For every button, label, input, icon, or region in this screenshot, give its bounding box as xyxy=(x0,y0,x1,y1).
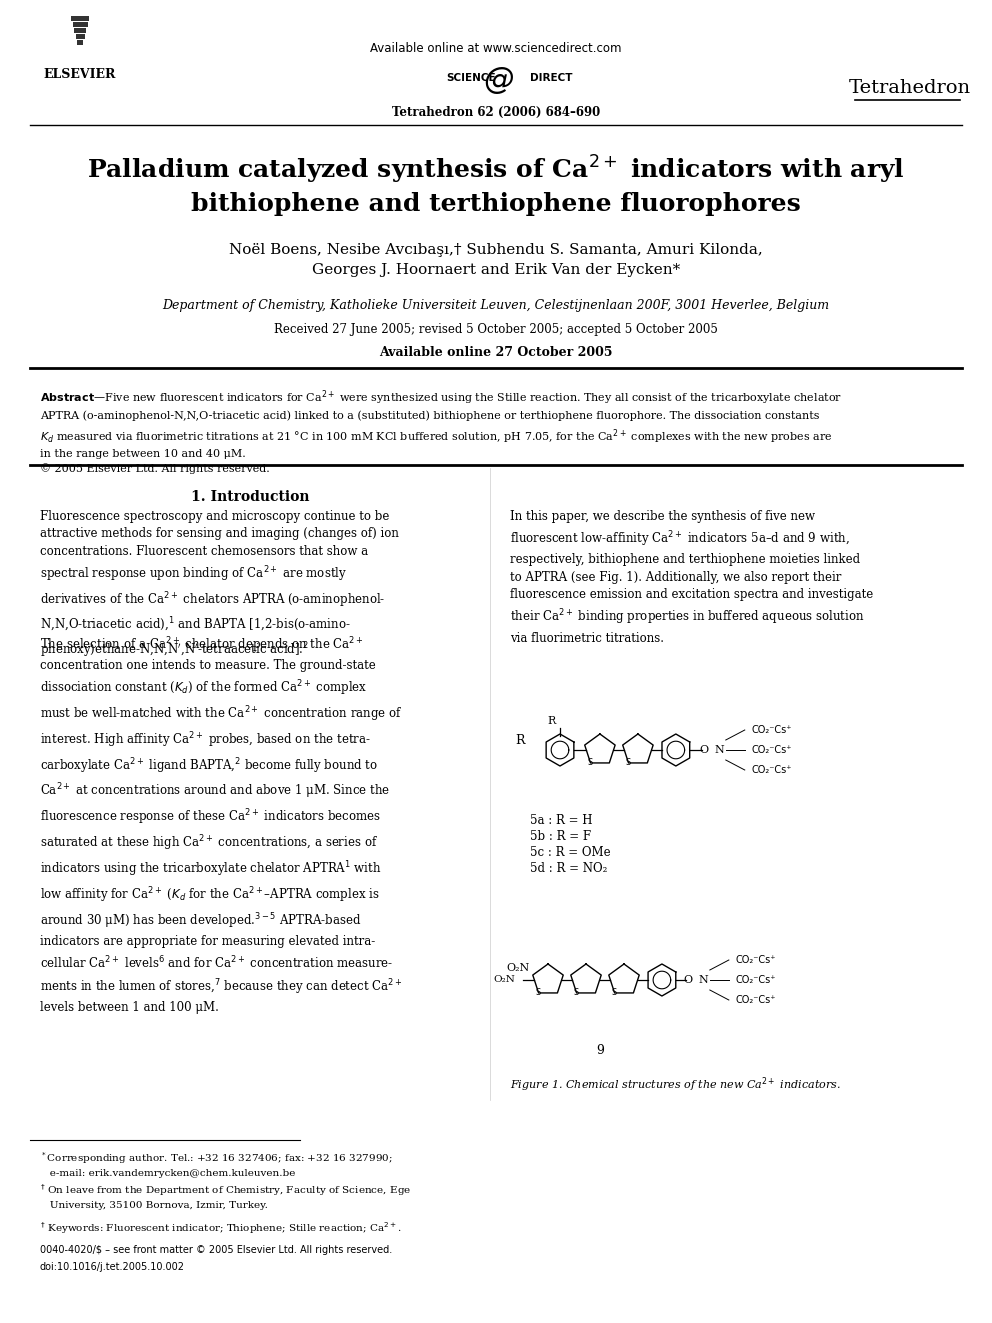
Text: Noël Boens, Nesibe Avcıbaşı,† Subhendu S. Samanta, Amuri Kilonda,
Georges J. Hoo: Noël Boens, Nesibe Avcıbaşı,† Subhendu S… xyxy=(229,243,763,277)
Text: Available online at www.sciencedirect.com: Available online at www.sciencedirect.co… xyxy=(370,41,622,54)
Text: O₂N: O₂N xyxy=(493,975,515,984)
Text: CO₂⁻Cs⁺: CO₂⁻Cs⁺ xyxy=(736,975,777,986)
Text: 5b : R = F: 5b : R = F xyxy=(530,830,591,843)
Text: O: O xyxy=(699,745,708,755)
Text: S: S xyxy=(536,988,542,998)
Text: CO₂⁻Cs⁺: CO₂⁻Cs⁺ xyxy=(736,995,777,1005)
Text: 5a : R = H: 5a : R = H xyxy=(530,814,592,827)
Text: @: @ xyxy=(483,66,513,94)
Text: O: O xyxy=(683,975,692,986)
Text: In this paper, we describe the synthesis of five new
fluorescent low-affinity Ca: In this paper, we describe the synthesis… xyxy=(510,509,873,644)
Text: R: R xyxy=(548,716,557,726)
Text: $^{\dag}$ Keywords: Fluorescent indicator; Thiophene; Stille reaction; Ca$^{2+}$: $^{\dag}$ Keywords: Fluorescent indicato… xyxy=(40,1220,402,1236)
Text: CO₂⁻Cs⁺: CO₂⁻Cs⁺ xyxy=(752,725,793,736)
Text: Tetrahedron: Tetrahedron xyxy=(849,79,971,97)
Text: R: R xyxy=(515,733,525,746)
Text: CO₂⁻Cs⁺: CO₂⁻Cs⁺ xyxy=(752,745,793,755)
Text: N: N xyxy=(699,975,708,986)
Text: 5c : R = OMe: 5c : R = OMe xyxy=(530,845,611,859)
Bar xyxy=(74,28,86,33)
Text: O₂N: O₂N xyxy=(506,963,530,972)
Text: 5d : R = NO₂: 5d : R = NO₂ xyxy=(530,861,607,875)
Text: S: S xyxy=(626,758,631,767)
Text: 0040-4020/$ – see front matter © 2005 Elsevier Ltd. All rights reserved.: 0040-4020/$ – see front matter © 2005 El… xyxy=(40,1245,392,1256)
Text: SCIENCE: SCIENCE xyxy=(446,73,496,83)
Text: $\bf{Abstract}$—Five new fluorescent indicators for Ca$^{2+}$ were synthesized u: $\bf{Abstract}$—Five new fluorescent ind… xyxy=(40,388,842,474)
Text: CO₂⁻Cs⁺: CO₂⁻Cs⁺ xyxy=(752,765,793,775)
Text: Received 27 June 2005; revised 5 October 2005; accepted 5 October 2005: Received 27 June 2005; revised 5 October… xyxy=(274,324,718,336)
Text: Available online 27 October 2005: Available online 27 October 2005 xyxy=(379,345,613,359)
Text: ELSEVIER: ELSEVIER xyxy=(44,69,116,82)
Bar xyxy=(75,34,84,38)
Bar xyxy=(77,40,83,45)
Text: S: S xyxy=(574,988,579,998)
Text: The selection of a Ca$^{2+}$ chelator depends on the Ca$^{2+}$
concentration one: The selection of a Ca$^{2+}$ chelator de… xyxy=(40,635,403,1015)
Text: doi:10.1016/j.tet.2005.10.002: doi:10.1016/j.tet.2005.10.002 xyxy=(40,1262,185,1271)
Text: Department of Chemistry, Katholieke Universiteit Leuven, Celestijnenlaan 200F, 3: Department of Chemistry, Katholieke Univ… xyxy=(163,299,829,311)
Text: N: N xyxy=(715,745,724,755)
Text: 9: 9 xyxy=(596,1044,604,1057)
Bar xyxy=(72,22,87,26)
Text: DIRECT: DIRECT xyxy=(530,73,572,83)
Bar xyxy=(71,16,89,21)
Text: S: S xyxy=(588,758,593,767)
Text: CO₂⁻Cs⁺: CO₂⁻Cs⁺ xyxy=(736,955,777,964)
Text: Figure 1. Chemical structures of the new Ca$^{2+}$ indicators.: Figure 1. Chemical structures of the new… xyxy=(510,1076,841,1094)
Text: Tetrahedron 62 (2006) 684–690: Tetrahedron 62 (2006) 684–690 xyxy=(392,106,600,119)
Text: $^*$Corresponding author. Tel.: +32 16 327406; fax: +32 16 327990;
   e-mail: er: $^*$Corresponding author. Tel.: +32 16 3… xyxy=(40,1150,412,1211)
Bar xyxy=(77,41,83,45)
Text: Fluorescence spectroscopy and microscopy continue to be
attractive methods for s: Fluorescence spectroscopy and microscopy… xyxy=(40,509,399,660)
Text: 1. Introduction: 1. Introduction xyxy=(190,490,310,504)
Text: Palladium catalyzed synthesis of Ca$^{2+}$ indicators with aryl
bithiophene and : Palladium catalyzed synthesis of Ca$^{2+… xyxy=(87,153,905,216)
Text: S: S xyxy=(612,988,617,998)
